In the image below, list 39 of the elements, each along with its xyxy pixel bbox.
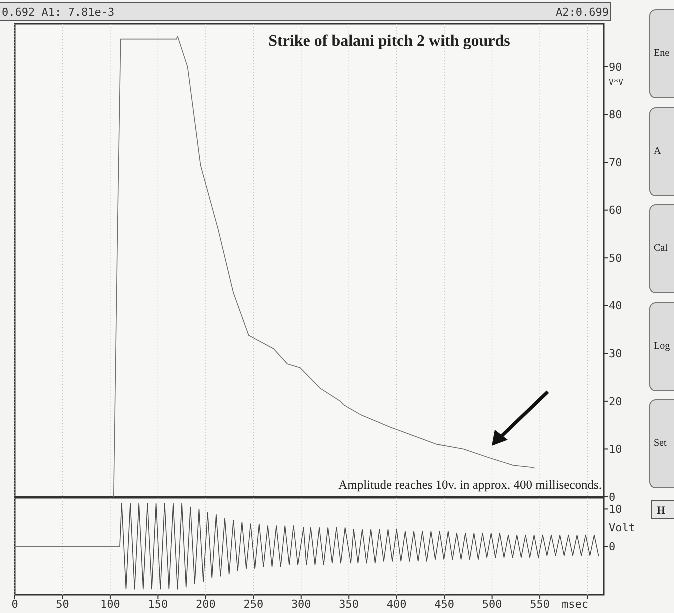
x-tick-label: 0 bbox=[12, 598, 18, 611]
text: Cal bbox=[654, 243, 668, 254]
x-tick-label: 550 bbox=[530, 598, 550, 611]
text: A bbox=[654, 146, 662, 157]
y-tick-label: 80 bbox=[609, 108, 622, 122]
x-tick-label: 350 bbox=[339, 598, 360, 611]
text: Log bbox=[654, 341, 670, 352]
text: 0.692 A1: 7.81e-3 bbox=[2, 6, 115, 19]
text: A2:0.699 bbox=[556, 6, 609, 19]
y-tick-label: 0 bbox=[609, 540, 616, 554]
x-tick-label: 200 bbox=[196, 598, 216, 611]
line-series bbox=[16, 503, 600, 590]
text: Ene bbox=[654, 48, 670, 59]
y-tick-label: 10 bbox=[609, 443, 622, 456]
x-tick-label: 400 bbox=[386, 598, 407, 611]
annotation: Amplitude reaches 10v. in approx. 400 milliseconds. bbox=[338, 478, 602, 492]
y-tick-label: 10 bbox=[609, 503, 622, 516]
y-axis-title: Volt bbox=[609, 522, 636, 535]
y-tick-label: 60 bbox=[609, 204, 622, 218]
text: Strike of balani pitch 2 with gourds bbox=[268, 33, 510, 50]
y-tick-label: 30 bbox=[609, 348, 622, 361]
x-tick-label: 450 bbox=[434, 598, 455, 611]
x-tick-label: 250 bbox=[244, 598, 264, 611]
y-tick-label: 70 bbox=[609, 156, 622, 170]
y-axis-title: V*V bbox=[609, 78, 624, 87]
y-tick-label: 0 bbox=[609, 490, 616, 504]
y-tick-label: 40 bbox=[609, 300, 622, 313]
y-tick-label: 90 bbox=[609, 60, 622, 74]
x-tick-label: 150 bbox=[148, 598, 168, 611]
y-tick-label: 50 bbox=[609, 252, 622, 265]
line-series bbox=[114, 36, 536, 498]
x-axis-title: msec bbox=[562, 598, 589, 611]
y-tick-label: 20 bbox=[609, 395, 622, 408]
x-tick-label: 300 bbox=[291, 598, 312, 611]
text: Set bbox=[654, 438, 667, 449]
x-tick-label: 100 bbox=[100, 598, 120, 611]
x-tick-label: 50 bbox=[56, 598, 70, 611]
text: H bbox=[657, 505, 666, 517]
x-tick-label: 500 bbox=[482, 598, 502, 611]
